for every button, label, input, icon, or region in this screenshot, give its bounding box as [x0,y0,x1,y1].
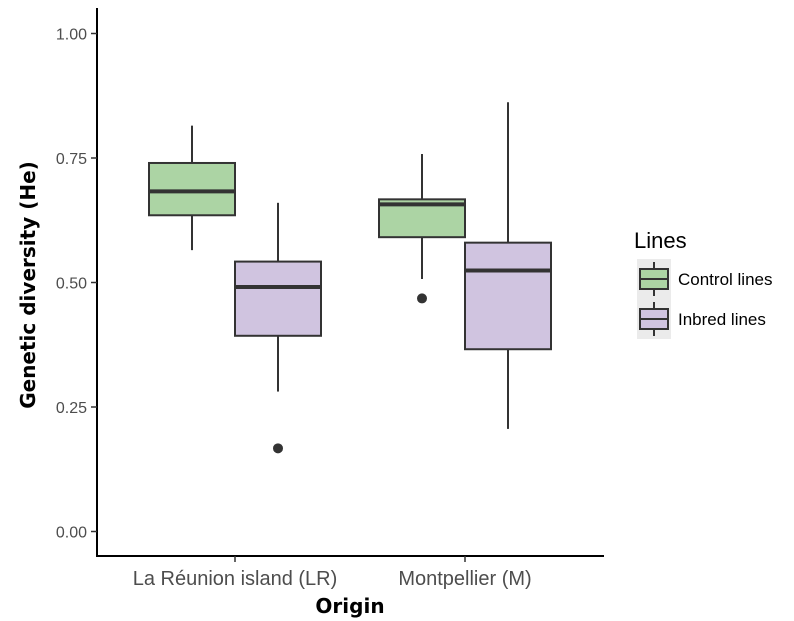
y-tick-label: 0.25 [56,400,87,417]
legend-key-control [637,259,671,299]
box-body [234,260,322,337]
outlier-point [273,443,283,454]
box-body [148,161,236,217]
outlier-point [417,293,427,304]
y-tick-label: 0.00 [56,525,87,542]
legend-label: Inbred lines [678,310,766,329]
legend-label: Control lines [678,270,773,289]
y-tick-label: 0.75 [56,151,87,168]
x-axis-title: Origin [315,594,384,618]
legend-title: Lines [634,228,687,253]
plot-area [148,102,552,454]
x-tick-label: La Réunion island (LR) [133,568,338,590]
x-axis: La Réunion island (LR) Montpellier (M) [96,555,604,590]
box-control-lr [148,125,236,251]
x-tick-label: Montpellier (M) [398,568,531,590]
box-inbred-lr [234,202,322,454]
legend: Lines Control lines Inbred lines [634,228,773,339]
box-inbred-m [464,102,552,429]
y-tick-label: 0.50 [56,276,87,293]
box-body [464,241,552,351]
y-axis-title: Genetic diversity (He) [16,161,40,409]
y-axis: 0.00 0.25 0.50 0.75 1.00 [56,8,98,556]
legend-key-inbred [637,299,671,339]
y-tick-label: 1.00 [56,27,87,44]
box-control-m [378,154,466,304]
